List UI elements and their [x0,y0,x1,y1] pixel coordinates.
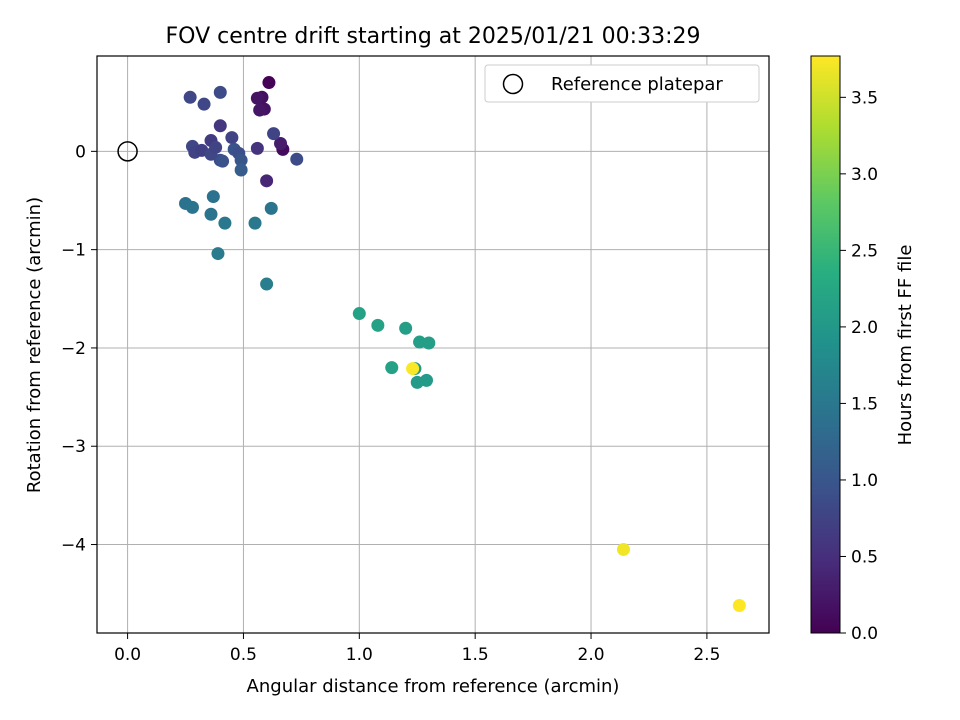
x-ticks: 0.0 0.5 1.0 1.5 2.0 2.5 [114,633,720,665]
x-tick-label: 1.5 [462,645,489,665]
colorbar-tick-label: 2.5 [851,241,878,261]
scatter-point [234,163,248,177]
scatter-point [385,361,399,375]
scatter-point [406,362,420,376]
scatter-point [420,373,434,387]
y-tick-label: −4 [61,536,86,556]
scatter-point [422,336,436,350]
x-axis-label: Angular distance from reference (arcmin) [247,676,620,697]
scatter-point [248,216,262,230]
scatter-point [274,136,288,150]
x-tick-label: 1.0 [346,645,373,665]
data-points [179,76,746,612]
scatter-point [250,91,264,105]
scatter-point [225,131,239,145]
colorbar-tick-label: 0.5 [851,547,878,567]
legend: Reference platepar [484,64,760,103]
reference-platepar-marker [117,141,138,162]
colorbar-tick-label: 1.0 [851,471,878,491]
scatter-point [213,85,227,99]
y-tick-label: 0 [75,142,86,162]
scatter-point [250,141,264,155]
colorbar-tick-label: 1.5 [851,394,878,414]
scatter-point [262,76,276,90]
scatter-point [185,200,199,214]
scatter-point [216,154,230,168]
colorbar-tick-label: 0.0 [851,624,878,644]
y-axis-label: Rotation from reference (arcmin) [24,197,45,493]
y-tick-label: −2 [61,339,86,359]
scatter-point [732,598,746,612]
plot-area-frame [96,55,770,634]
x-tick-label: 0.0 [114,645,141,665]
y-tick-label: −3 [61,437,86,457]
y-tick-label: −1 [61,241,86,261]
colorbar-tick-label: 3.5 [851,88,878,108]
scatter-point [371,318,385,332]
scatter-point [204,207,218,221]
y-ticks: 0 −1 −2 −3 −4 [61,142,97,556]
colorbar-tick-label: 2.0 [851,318,878,338]
scatter-point [218,216,232,230]
legend-label: Reference platepar [551,74,723,95]
scatter-point [264,201,278,215]
scatter-point [197,97,211,111]
scatter-point [260,277,274,291]
colorbar-gradient [810,55,841,634]
chart-title: FOV centre drift starting at 2025/01/21 … [166,24,701,49]
legend-marker [502,73,524,95]
colorbar: 0.0 0.5 1.0 1.5 2.0 2.5 3.0 3.5 Hours from firs… [810,55,916,644]
scatter-point [352,307,366,321]
x-tick-label: 2.5 [693,645,720,665]
scatter-point [267,127,281,141]
scatter-point [211,247,225,261]
x-tick-label: 0.5 [230,645,257,665]
scatter-point [260,174,274,188]
scatter-point [209,140,223,154]
legend-box [484,64,760,103]
colorbar-label: Hours from first FF file [895,245,916,446]
scatter-point [399,321,413,335]
scatter-point [234,153,248,167]
colorbar-tick-label: 3.0 [851,165,878,185]
scatter-point [183,90,197,104]
scatter-point [206,190,220,204]
scatter-point [290,152,304,166]
scatter-point [253,103,267,117]
x-tick-label: 2.0 [578,645,605,665]
colorbar-ticks: 0.0 0.5 1.0 1.5 2.0 2.5 3.0 3.5 [840,88,878,644]
scatter-point [213,119,227,133]
scatter-point [616,542,630,556]
